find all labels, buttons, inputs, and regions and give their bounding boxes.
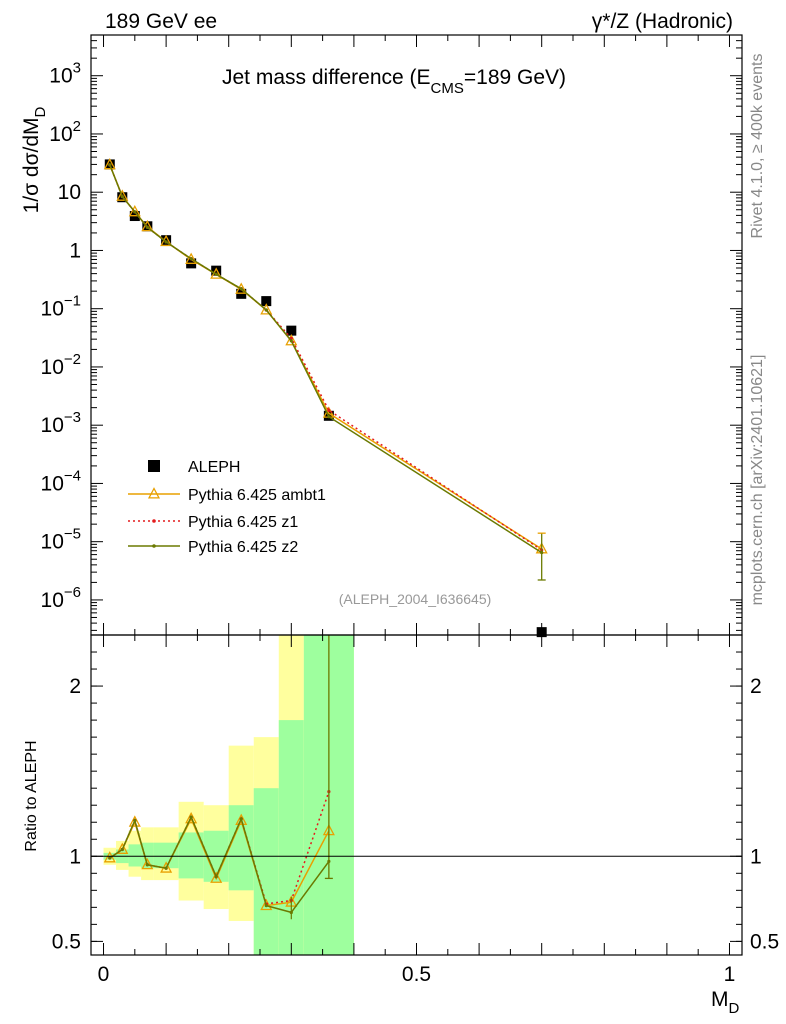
legend-label: ALEPH [188,459,240,476]
chart-title: Jet mass difference (ECMS=189 GeV) [222,66,566,97]
legend-marker-dot [152,544,156,548]
band-inner [253,788,279,955]
ratio-tick-label-right: 1 [750,845,762,868]
ratio-point-pythia-6-425-z2 [264,904,268,908]
ratio-point-pythia-6-425-z2 [214,875,218,879]
main-point-pythia-6-425-z2 [214,272,218,276]
ratio-point-pythia-6-425-ambt1 [235,813,248,826]
legend-marker-triangle [147,487,161,499]
y-tick-label: 10−6 [41,584,81,612]
y-tick-label: 10−4 [41,467,81,495]
x-tick-label: 0.5 [402,963,431,986]
main-point-aleph [211,265,222,276]
main-point-pythia-6-425-z2 [108,163,112,167]
header-right: γ*/Z (Hadronic) [592,10,733,33]
ratio-point-pythia-6-425-z2 [145,863,149,867]
ratio-frame [90,634,743,956]
main-point-aleph [261,296,272,307]
ratio-tick-label: 0.5 [52,930,81,953]
y-tick-label: 102 [49,118,81,146]
band-inner [128,844,142,867]
ratio-tick-label-right: 2 [750,675,762,698]
main-line-pythia-6-425-z2 [109,164,543,554]
y-tick-label: 10 [58,181,81,204]
legend-marker-dot [152,519,156,523]
ratio-point-pythia-6-425-ambt1 [260,898,273,911]
main-point-pythia-6-425-z2 [327,415,331,419]
x-tick-label: 1 [724,963,736,986]
main-point-pythia-6-425-z2 [133,210,137,214]
rivet-version-note: Rivet 4.1.0, ≥ 400k events [749,54,766,239]
y-tick-label: 10−2 [41,351,81,379]
legend-label: Pythia 6.425 ambt1 [188,487,326,504]
ratio-point-pythia-6-425-z2 [108,856,112,860]
ratio-point-pythia-6-425-ambt1 [128,815,141,827]
main-point-pythia-6-425-z2 [189,257,193,261]
y-tick-label: 1 [69,239,81,262]
analysis-tag: (ALEPH_2004_I636645) [339,591,492,607]
main-point-pythia-6-425-ambt1 [260,303,273,315]
x-tick-label: 0 [98,963,110,986]
y-tick-label: 10−3 [41,409,81,437]
ratio-point-pythia-6-425-z2 [239,817,243,821]
legend-label: Pythia 6.425 z2 [188,539,298,556]
x-axis-label: MD [711,988,740,1017]
main-point-pythia-6-425-ambt1 [235,282,248,294]
main-point-pythia-6-425-z2 [145,225,149,229]
main-point-aleph [161,235,172,246]
band-inner [141,842,154,869]
ratio-point-pythia-6-425-ambt1 [141,857,154,870]
ratio-point-pythia-6-425-ambt1 [210,871,223,883]
ratio-tick-label: 1 [69,845,81,868]
main-point-pythia-6-425-ambt1 [116,189,129,201]
mcplots-source-note: mcplots.cern.ch [arXiv:2401.10621] [749,355,766,606]
main-point-pythia-6-425-z1 [327,408,331,412]
main-point-pythia-6-425-z2 [239,287,243,291]
ratio-point-pythia-6-425-z2 [164,866,168,870]
ratio-point-pythia-6-425-z2 [133,818,137,823]
ratio-point-pythia-6-425-ambt1 [116,842,129,854]
main-point-pythia-6-425-ambt1 [141,219,154,232]
main-ylabel: 1/σ dσ/dMD [20,106,49,213]
band-inner [278,720,304,955]
main-point-pythia-6-425-z2 [164,240,168,244]
band-inner [153,842,179,869]
ratio-tick-label: 2 [69,675,81,698]
ratio-ylabel: Ratio to ALEPH [23,740,40,851]
y-tick-label: 103 [49,60,81,88]
main-point-pythia-6-425-ambt1 [103,157,116,170]
ratio-point-pythia-6-425-z2 [189,815,193,819]
main-point-pythia-6-425-z2 [264,308,268,312]
main-point-pythia-6-425-ambt1 [128,204,141,217]
main-point-aleph [286,325,297,336]
y-tick-label: 10−5 [41,526,81,554]
y-tick-label: 10−1 [41,293,81,321]
main-point-pythia-6-425-ambt1 [185,252,198,264]
legend-marker-aleph [148,460,160,472]
ratio-point-pythia-6-425-ambt1 [185,811,198,824]
ratio-point-pythia-6-425-z2 [120,847,124,852]
main-point-pythia-6-425-z2 [120,195,124,199]
legend-label: Pythia 6.425 z1 [188,514,298,531]
ratio-tick-label-right: 0.5 [750,930,779,953]
main-point-pythia-6-425-z2 [289,339,293,343]
header-left: 189 GeV ee [105,10,217,33]
main-point-pythia-6-425-ambt1 [285,334,298,346]
